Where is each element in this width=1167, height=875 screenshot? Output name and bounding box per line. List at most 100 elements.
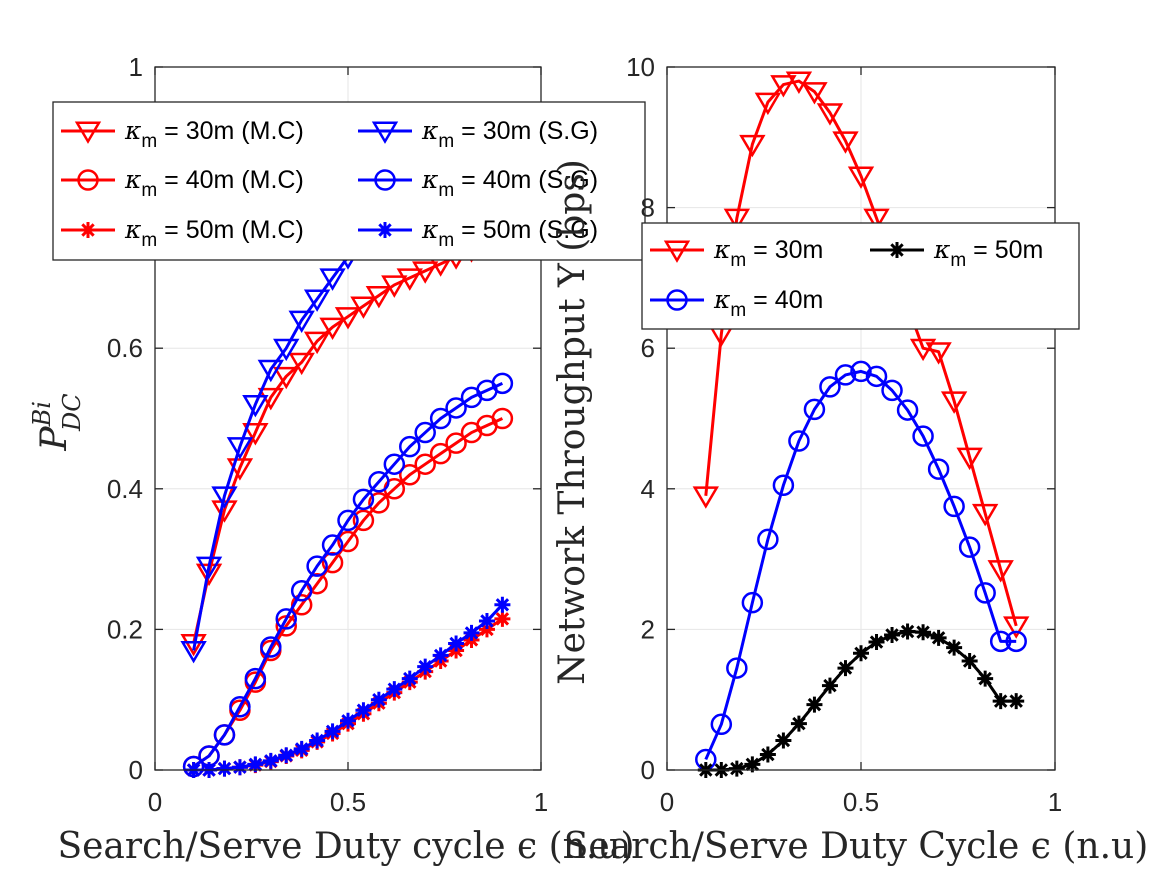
data-point <box>226 437 254 460</box>
data-point <box>927 458 950 480</box>
legend-entry-m-50m-m-c: κm = 50m (M.C) <box>61 215 304 251</box>
legend-marker <box>74 121 102 144</box>
data-point <box>278 747 295 764</box>
legend-entry-m-30m: κm = 30m <box>650 235 823 271</box>
legend-entry-m-40m-s-g: κm = 40m (S.G) <box>358 165 598 201</box>
legend-marker <box>663 240 691 263</box>
data-point <box>865 365 888 388</box>
x-tick-label: 1 <box>1048 787 1062 817</box>
x-axis-label: Search/Serve Duty cycle ϵ (n.u) <box>57 826 634 867</box>
data-point <box>260 636 282 658</box>
data-point <box>355 702 372 719</box>
legend: κm = 30m κm = 40m κm = 50m <box>641 222 1080 330</box>
data-point <box>909 338 937 362</box>
data-point <box>303 289 331 312</box>
x-tick-label: 0.5 <box>843 787 879 817</box>
legend-label: κm = 50m (S.G) <box>421 215 598 251</box>
data-point <box>288 310 315 333</box>
series-m-30m <box>692 71 1030 639</box>
data-point <box>974 582 996 604</box>
y-tick-label: 10 <box>626 52 655 82</box>
data-point <box>754 92 782 116</box>
data-point <box>726 657 748 679</box>
data-point <box>309 732 326 749</box>
data-point <box>211 486 238 509</box>
data-point <box>383 453 406 475</box>
data-point <box>370 691 387 708</box>
data-point <box>491 407 514 430</box>
data-point <box>925 342 952 365</box>
x-tick-label: 1 <box>534 787 548 817</box>
data-point <box>989 630 1012 653</box>
data-point <box>386 681 403 698</box>
data-point <box>896 399 919 421</box>
data-point <box>943 495 965 518</box>
data-point <box>350 296 377 319</box>
data-point <box>478 612 495 629</box>
legend-marker <box>377 222 393 238</box>
data-point <box>821 677 838 694</box>
series-line <box>704 369 1017 761</box>
data-point <box>971 503 999 527</box>
data-point <box>837 660 854 677</box>
legend-entry-m-30m-m-c: κm = 30m (M.C) <box>61 116 304 152</box>
data-point <box>915 624 932 641</box>
data-point <box>401 670 418 687</box>
data-point <box>321 551 344 574</box>
data-point <box>803 398 826 421</box>
y-tick-label: 6 <box>641 333 655 363</box>
legend-marker <box>374 169 396 191</box>
data-point <box>257 359 284 383</box>
data-point <box>739 134 766 158</box>
data-point <box>940 391 968 414</box>
y-tick-label: 0.2 <box>107 614 143 644</box>
data-point <box>1005 630 1027 653</box>
series-m-40m <box>695 360 1027 771</box>
data-point <box>806 696 823 713</box>
data-point <box>231 759 248 776</box>
series-m-50m-s-g <box>185 596 511 778</box>
data-point <box>463 624 480 641</box>
data-point <box>242 423 269 446</box>
data-point <box>293 740 310 757</box>
data-point <box>494 596 511 613</box>
data-point <box>229 695 251 718</box>
data-point <box>275 608 297 630</box>
data-point <box>306 555 328 577</box>
data-point <box>396 268 423 291</box>
data-point <box>340 712 356 729</box>
y-tick-label: 0.4 <box>107 474 143 504</box>
y-tick-label: 0 <box>641 755 655 785</box>
data-point <box>899 623 916 640</box>
data-point <box>352 509 375 532</box>
data-point <box>834 364 857 386</box>
y-axis-label: PBiDC <box>28 393 86 451</box>
data-point <box>723 208 751 232</box>
data-point <box>847 166 875 189</box>
data-point <box>352 488 375 511</box>
y-tick-label: 2 <box>641 614 655 644</box>
data-point <box>759 746 776 763</box>
series-line <box>704 79 1018 627</box>
y-tick-label: 8 <box>641 193 655 223</box>
legend-marker <box>80 222 96 238</box>
legend-label: κm = 30m <box>713 235 823 271</box>
data-point <box>961 653 978 670</box>
data-point <box>728 760 745 777</box>
data-point <box>213 724 236 746</box>
data-point <box>788 430 810 452</box>
data-point <box>744 756 761 773</box>
x-tick-label: 0 <box>660 787 674 817</box>
data-point <box>741 591 764 614</box>
data-point <box>290 594 313 616</box>
y-tick-label: 1 <box>129 52 143 82</box>
legend-entry-m-50m-s-g: κm = 50m (S.G) <box>358 215 598 251</box>
x-tick-label: 0.5 <box>330 787 366 817</box>
data-point <box>881 379 903 402</box>
data-point <box>244 667 267 690</box>
data-point <box>819 376 841 398</box>
data-point <box>319 268 346 291</box>
data-point <box>273 366 300 390</box>
